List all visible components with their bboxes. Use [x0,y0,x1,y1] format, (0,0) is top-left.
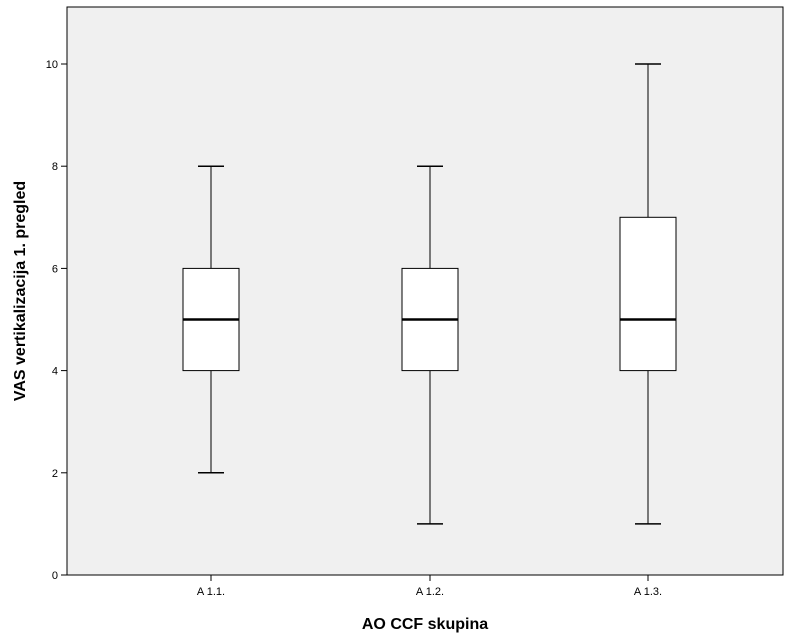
y-tick-label: 6 [52,263,58,275]
y-tick-label: 2 [52,468,58,480]
x-axis-title: AO CCF skupina [362,616,488,633]
x-tick-label: A 1.3. [634,586,662,598]
boxes [182,63,677,525]
y-axis-title: VAS vertikalizacija 1. pregled [12,181,29,401]
y-tick-label: 4 [52,366,58,378]
iqr-box [619,216,677,372]
x-tick-label: A 1.1. [197,586,225,598]
x-axis: A 1.1. A 1.2. A 1.3. [197,575,662,598]
x-tick-label: A 1.2. [416,586,444,598]
box-3 [619,63,677,525]
box-2 [401,165,459,525]
y-tick-label: 10 [46,59,58,71]
box-1 [182,165,240,474]
y-tick-label: 8 [52,161,58,173]
y-axis: 0 2 4 6 8 10 [46,59,67,582]
y-tick-label: 0 [52,570,58,582]
